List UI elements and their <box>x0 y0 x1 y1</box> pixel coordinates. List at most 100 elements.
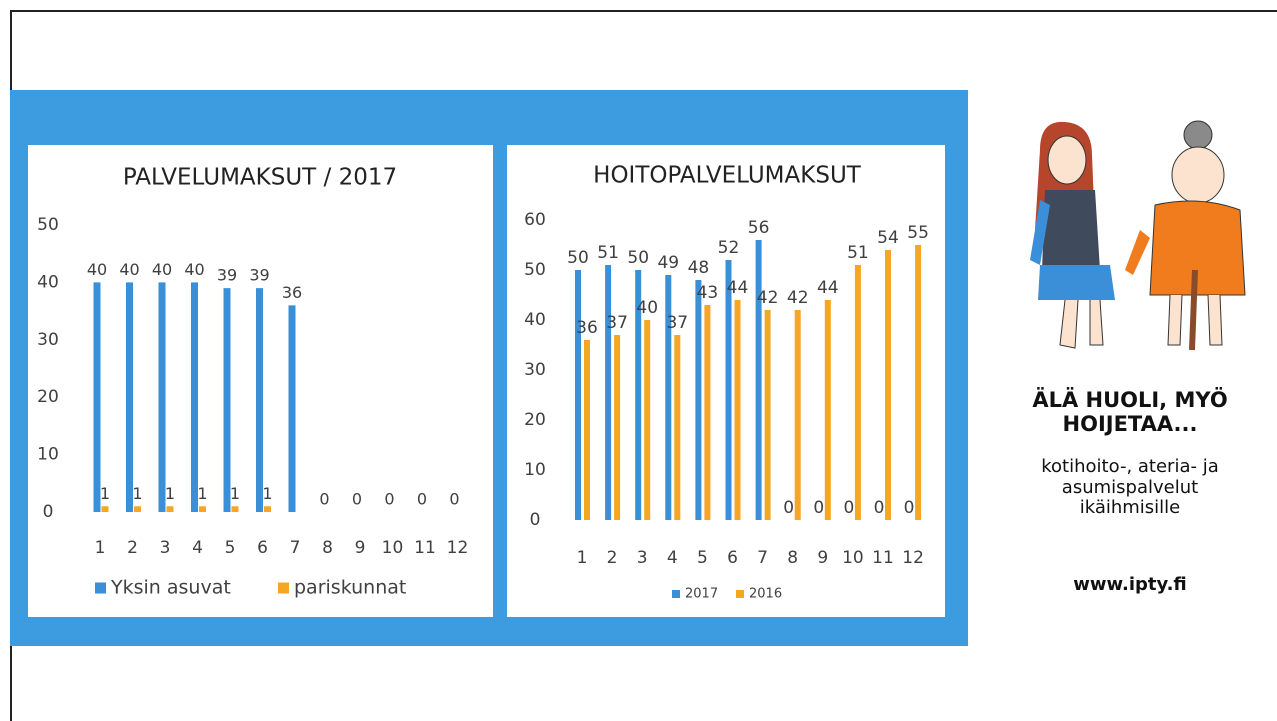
services-line: asumispalvelut <box>1061 476 1199 498</box>
x-tick-label: 11 <box>414 538 436 558</box>
services-line: kotihoito-, ateria- ja <box>1041 456 1219 477</box>
bar <box>575 270 581 520</box>
bar <box>665 275 672 520</box>
data-label: 0 <box>813 498 824 518</box>
bar <box>264 506 271 512</box>
bar <box>644 320 651 520</box>
illustration <box>1030 120 1246 351</box>
y-tick-label: 10 <box>37 445 59 465</box>
data-label: 1 <box>100 484 110 503</box>
legend-swatch <box>95 582 106 594</box>
bar <box>134 506 141 512</box>
chart-title: PALVELUMAKSUT / 2017 <box>123 165 397 191</box>
data-label: 36 <box>576 318 598 338</box>
x-tick-label: 3 <box>160 538 171 558</box>
bar <box>158 282 166 512</box>
bar <box>695 280 702 520</box>
x-tick-label: 8 <box>322 538 333 558</box>
bar <box>101 506 109 512</box>
x-tick-label: 1 <box>95 538 106 558</box>
bar <box>674 335 681 520</box>
data-label: 50 <box>567 248 589 268</box>
data-label: 0 <box>384 490 394 509</box>
website: www.ipty.fi <box>1073 574 1187 595</box>
services: kotihoito-, ateria- ja asumispalvelut ik… <box>985 456 1275 519</box>
legend-label: 2017 <box>685 587 718 602</box>
x-tick-label: 4 <box>667 548 678 568</box>
data-label: 40 <box>636 298 658 318</box>
data-label: 40 <box>87 260 107 279</box>
data-label: 0 <box>449 490 459 509</box>
data-label: 1 <box>132 484 142 503</box>
y-tick-label: 30 <box>524 360 546 380</box>
bar <box>126 282 133 512</box>
bar <box>93 282 101 512</box>
bar <box>635 270 642 520</box>
bar <box>734 300 741 520</box>
x-tick-label: 4 <box>192 538 203 558</box>
x-tick-label: 10 <box>382 538 404 558</box>
y-tick-label: 30 <box>37 330 59 350</box>
bar <box>885 250 891 520</box>
data-label: 48 <box>688 258 710 278</box>
bar <box>614 335 621 520</box>
slogan-line: ÄLÄ HUOLI, MYÖ <box>1032 388 1228 412</box>
y-tick-label: 10 <box>524 460 546 480</box>
data-label: 42 <box>757 288 779 308</box>
bar <box>725 260 732 520</box>
data-label: 50 <box>627 248 649 268</box>
x-tick-label: 5 <box>697 548 708 568</box>
data-label: 43 <box>697 283 719 303</box>
data-label: 44 <box>727 278 749 298</box>
bar <box>288 305 296 512</box>
data-label: 51 <box>847 243 869 263</box>
bar <box>854 265 861 520</box>
legend-swatch <box>736 590 744 598</box>
bar <box>755 240 762 520</box>
x-tick-label: 9 <box>817 548 828 568</box>
x-tick-label: 3 <box>637 548 648 568</box>
data-label: 55 <box>907 223 929 243</box>
x-tick-label: 1 <box>577 548 588 568</box>
data-label: 39 <box>249 266 269 285</box>
x-tick-label: 2 <box>127 538 138 558</box>
legend-swatch <box>278 582 289 594</box>
data-label: 37 <box>606 313 628 333</box>
y-tick-label: 0 <box>43 502 54 522</box>
x-tick-label: 10 <box>842 548 864 568</box>
x-tick-label: 7 <box>290 538 301 558</box>
x-tick-label: 2 <box>607 548 618 568</box>
data-label: 44 <box>817 278 839 298</box>
bar <box>584 340 590 520</box>
data-label: 49 <box>657 253 679 273</box>
slogan-line: HOIJETAA... <box>1062 412 1198 437</box>
data-label: 54 <box>877 228 899 248</box>
legend-label: Yksin asuvat <box>110 577 231 599</box>
data-label: 0 <box>874 498 885 518</box>
data-label: 0 <box>843 498 854 518</box>
y-tick-label: 50 <box>37 215 59 235</box>
bar <box>256 288 263 512</box>
y-tick-label: 40 <box>524 310 546 330</box>
y-tick-label: 0 <box>530 510 541 530</box>
x-tick-label: 6 <box>727 548 738 568</box>
data-label: 1 <box>165 484 175 503</box>
bar <box>166 506 174 512</box>
bar <box>605 265 612 520</box>
legend-swatch <box>672 590 680 598</box>
bar <box>915 245 922 520</box>
services-line: ikäihmisille <box>1079 497 1181 519</box>
x-tick-label: 11 <box>872 548 894 568</box>
data-label: 1 <box>197 484 207 503</box>
data-label: 36 <box>282 283 302 302</box>
x-tick-label: 7 <box>757 548 768 568</box>
data-label: 1 <box>262 484 272 503</box>
x-tick-label: 9 <box>355 538 366 558</box>
data-label: 40 <box>184 260 204 279</box>
legend-label: 2016 <box>749 587 782 602</box>
data-label: 0 <box>783 498 794 518</box>
chart-title: HOITOPALVELUMAKSUT <box>593 163 862 189</box>
data-label: 40 <box>119 260 139 279</box>
